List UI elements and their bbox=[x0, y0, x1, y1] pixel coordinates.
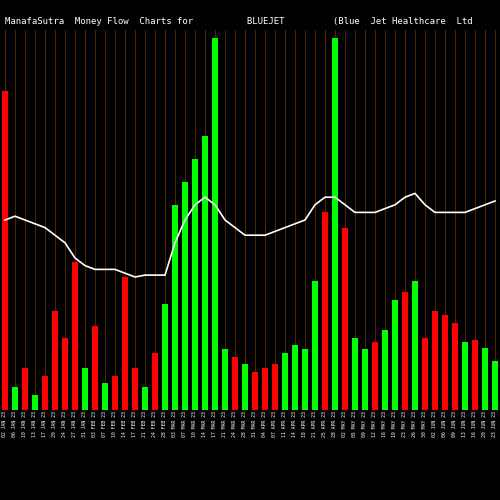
Bar bbox=[422, 338, 428, 410]
Bar bbox=[432, 311, 438, 410]
Bar bbox=[272, 364, 278, 410]
Bar bbox=[472, 340, 478, 410]
Bar bbox=[362, 349, 368, 410]
Bar bbox=[342, 228, 348, 410]
Bar bbox=[242, 364, 248, 410]
Bar bbox=[192, 159, 198, 410]
Bar bbox=[42, 376, 48, 410]
Bar bbox=[282, 353, 288, 410]
Bar bbox=[152, 353, 158, 410]
Bar bbox=[382, 330, 388, 410]
Bar bbox=[392, 300, 398, 410]
Bar bbox=[442, 315, 448, 410]
Bar bbox=[102, 384, 108, 410]
Bar bbox=[412, 281, 418, 410]
Bar bbox=[252, 372, 258, 410]
Bar bbox=[202, 136, 208, 410]
Bar bbox=[182, 182, 188, 410]
Bar bbox=[2, 91, 8, 410]
Bar bbox=[322, 212, 328, 410]
Bar bbox=[132, 368, 138, 410]
Bar bbox=[122, 277, 128, 410]
Bar bbox=[212, 38, 218, 410]
Bar bbox=[482, 348, 488, 410]
Bar bbox=[402, 292, 408, 410]
Bar bbox=[92, 326, 98, 410]
Bar bbox=[142, 387, 148, 410]
Bar bbox=[232, 357, 238, 410]
Bar bbox=[82, 368, 88, 410]
Bar bbox=[32, 395, 38, 410]
Bar bbox=[332, 38, 338, 410]
Bar bbox=[292, 346, 298, 410]
Bar bbox=[22, 368, 28, 410]
Bar bbox=[452, 322, 458, 410]
Bar bbox=[52, 311, 58, 410]
Bar bbox=[162, 304, 168, 410]
Bar bbox=[492, 360, 498, 410]
Text: ManafaSutra  Money Flow  Charts for          BLUEJET         (Blue  Jet Healthca: ManafaSutra Money Flow Charts for BLUEJE… bbox=[5, 18, 472, 26]
Bar bbox=[302, 349, 308, 410]
Bar bbox=[352, 338, 358, 410]
Bar bbox=[112, 376, 118, 410]
Bar bbox=[12, 387, 18, 410]
Bar bbox=[72, 262, 78, 410]
Bar bbox=[222, 349, 228, 410]
Bar bbox=[312, 281, 318, 410]
Bar bbox=[262, 368, 268, 410]
Bar bbox=[462, 342, 468, 410]
Bar bbox=[172, 205, 178, 410]
Bar bbox=[62, 338, 68, 410]
Bar bbox=[372, 342, 378, 410]
